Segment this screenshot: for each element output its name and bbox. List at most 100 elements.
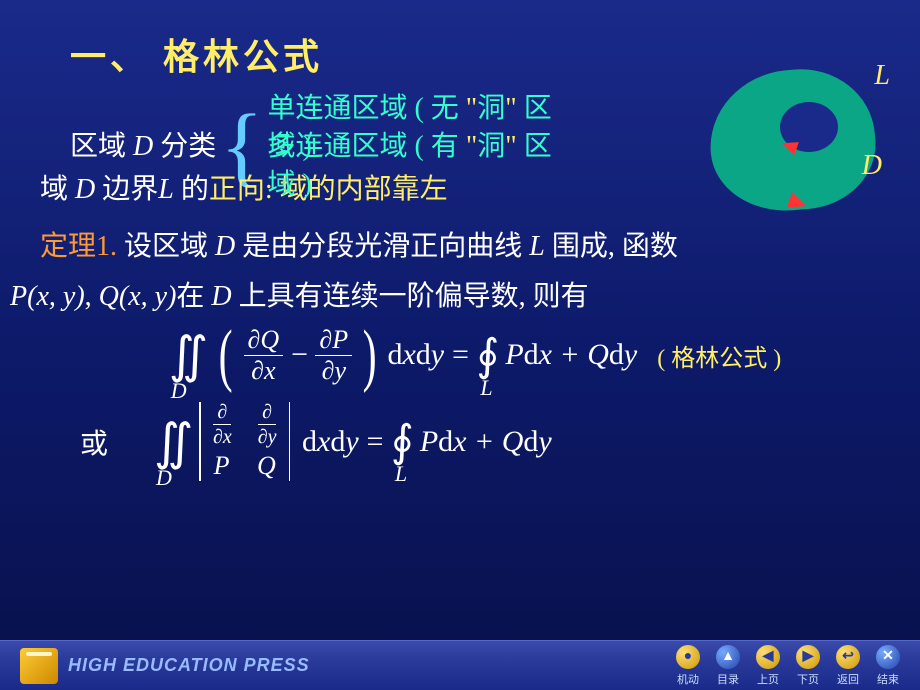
green-formula-main: ∬D ( ∂Q∂x − ∂P∂y ) dxdy = ∮L Pdx + Qdy (… (70, 326, 880, 384)
text: 的 (174, 174, 209, 205)
var-y: y (538, 425, 551, 458)
simply-connected: 单连通区域 ( 无 "洞" 区 (267, 90, 551, 128)
var-P: P (10, 281, 27, 312)
partial: ∂ (213, 402, 231, 425)
frac-dPdy: ∂P∂y (315, 327, 352, 384)
sep: , (85, 281, 99, 312)
d: d (523, 425, 538, 458)
var-y: y (63, 281, 75, 312)
d: d (438, 425, 453, 458)
nav-icon: ▶ (796, 645, 820, 669)
contour-integral: ∮L (391, 416, 414, 467)
var-Q: Q (257, 451, 276, 481)
int-sub-D: D (156, 465, 172, 491)
nav-button-机动[interactable]: ● 机动 (676, 645, 700, 687)
paren-close: ) (363, 331, 377, 380)
var-D: D (215, 231, 235, 262)
var-Q: Q (502, 425, 524, 458)
var-y: y (345, 425, 358, 458)
nav-icon: ✕ (876, 645, 900, 669)
hole-word: 洞 (477, 93, 505, 124)
var-x: x (402, 338, 415, 371)
text: 是由分段光滑正向曲线 (235, 231, 529, 262)
minus: − (289, 338, 309, 372)
comma: , (49, 281, 63, 312)
var-y: y (624, 338, 637, 371)
text: 边界 (95, 174, 158, 205)
nav-icon: ● (676, 645, 700, 669)
double-integral: ∬D (169, 326, 208, 384)
quote: " (466, 131, 477, 162)
text: 区域 (70, 131, 133, 162)
nav-icon: ◀ (756, 645, 780, 669)
var-P: P (420, 425, 438, 458)
nav-label: 结束 (877, 671, 899, 687)
region-label-D: D (862, 150, 882, 182)
var-Q: Q (587, 338, 609, 371)
text: 在 (176, 281, 211, 312)
text: 区 (517, 131, 552, 162)
text: 域 (40, 174, 75, 205)
var-y: y (155, 281, 167, 312)
var-P: P (505, 338, 523, 371)
theorem-statement: 定理1. 设区域 D 是由分段光滑正向曲线 L 围成, 函数 (40, 225, 880, 270)
multiply-connected: 域 ) 多连通区域 ( 有 "洞" 区 (267, 128, 551, 166)
paren: ) (75, 281, 84, 312)
footer-bar: HIGH EDUCATION PRESS ● 机动 ▲目录 ◀ 上页 ▶ 下页 ↩ 返回 ✕ 结束 (0, 640, 920, 690)
var-x: x (317, 425, 330, 458)
determinant: ∂∂x ∂∂y P Q (199, 402, 290, 481)
var-L: L (158, 174, 174, 205)
text: 域 ) (267, 169, 311, 200)
var-D: D (211, 281, 231, 312)
region-diagram: L D (710, 70, 890, 220)
nav-label: 目录 (717, 671, 739, 687)
nav-label: 上页 (757, 671, 779, 687)
paren: ) (167, 281, 176, 312)
var-x: x (453, 425, 466, 458)
dx: ∂x (209, 425, 236, 447)
var-L: L (529, 231, 545, 262)
green-formula-determinant: 或 ∬D ∂∂x ∂∂y P Q dxdy = ∮L Pdx + Qdy (110, 402, 880, 481)
var-x: x (128, 281, 140, 312)
nav-button-上页[interactable]: ◀ 上页 (756, 645, 780, 687)
nav-label: 下页 (797, 671, 819, 687)
or-label: 或 (80, 422, 108, 462)
nav-label: 返回 (837, 671, 859, 687)
double-integral: ∬D (154, 413, 193, 471)
logo-icon (20, 648, 58, 684)
nav-button-结束[interactable]: ✕ 结束 (876, 645, 900, 687)
var-D: D (133, 131, 153, 162)
contour-integral: ∮L (476, 330, 499, 381)
plus: + (552, 338, 587, 371)
text: 正向: (209, 174, 273, 205)
function-conditions: P(x, y), Q(x, y)在 D 上具有连续一阶偏导数, 则有 (10, 274, 880, 314)
dy: ∂y (254, 425, 281, 447)
d: d (609, 338, 624, 371)
var-y: y (431, 338, 444, 371)
text: 连通区域 ( 有 (295, 131, 465, 162)
nav-button-目录[interactable]: ▲目录 (716, 645, 740, 687)
var-x: x (36, 281, 48, 312)
d: d (524, 338, 539, 371)
d: d (302, 425, 317, 458)
var-Q: Q (99, 281, 119, 312)
hole-word: 洞 (477, 131, 505, 162)
quote: " (466, 93, 477, 124)
nav-button-下页[interactable]: ▶ 下页 (796, 645, 820, 687)
int-sub-L: L (480, 375, 492, 401)
nav-button-返回[interactable]: ↩ 返回 (836, 645, 860, 687)
nav-icon: ↩ (836, 645, 860, 669)
nav-buttons: ● 机动 ▲目录 ◀ 上页 ▶ 下页 ↩ 返回 ✕ 结束 (676, 645, 900, 687)
var-x: x (539, 338, 552, 371)
text: 分类 (153, 131, 216, 162)
publisher-name: HIGH EDUCATION PRESS (68, 655, 310, 676)
text: 单连通区域 ( 无 (267, 93, 465, 124)
region-label-L: L (874, 60, 890, 92)
paren: ( (119, 281, 128, 312)
theorem-label: 定理1. (40, 231, 117, 262)
d: d (330, 425, 345, 458)
nav-label: 机动 (677, 671, 699, 687)
frac-dQdx: ∂Q∂x (244, 327, 284, 384)
int-sub-D: D (171, 378, 187, 404)
text: 设区域 (117, 231, 215, 262)
